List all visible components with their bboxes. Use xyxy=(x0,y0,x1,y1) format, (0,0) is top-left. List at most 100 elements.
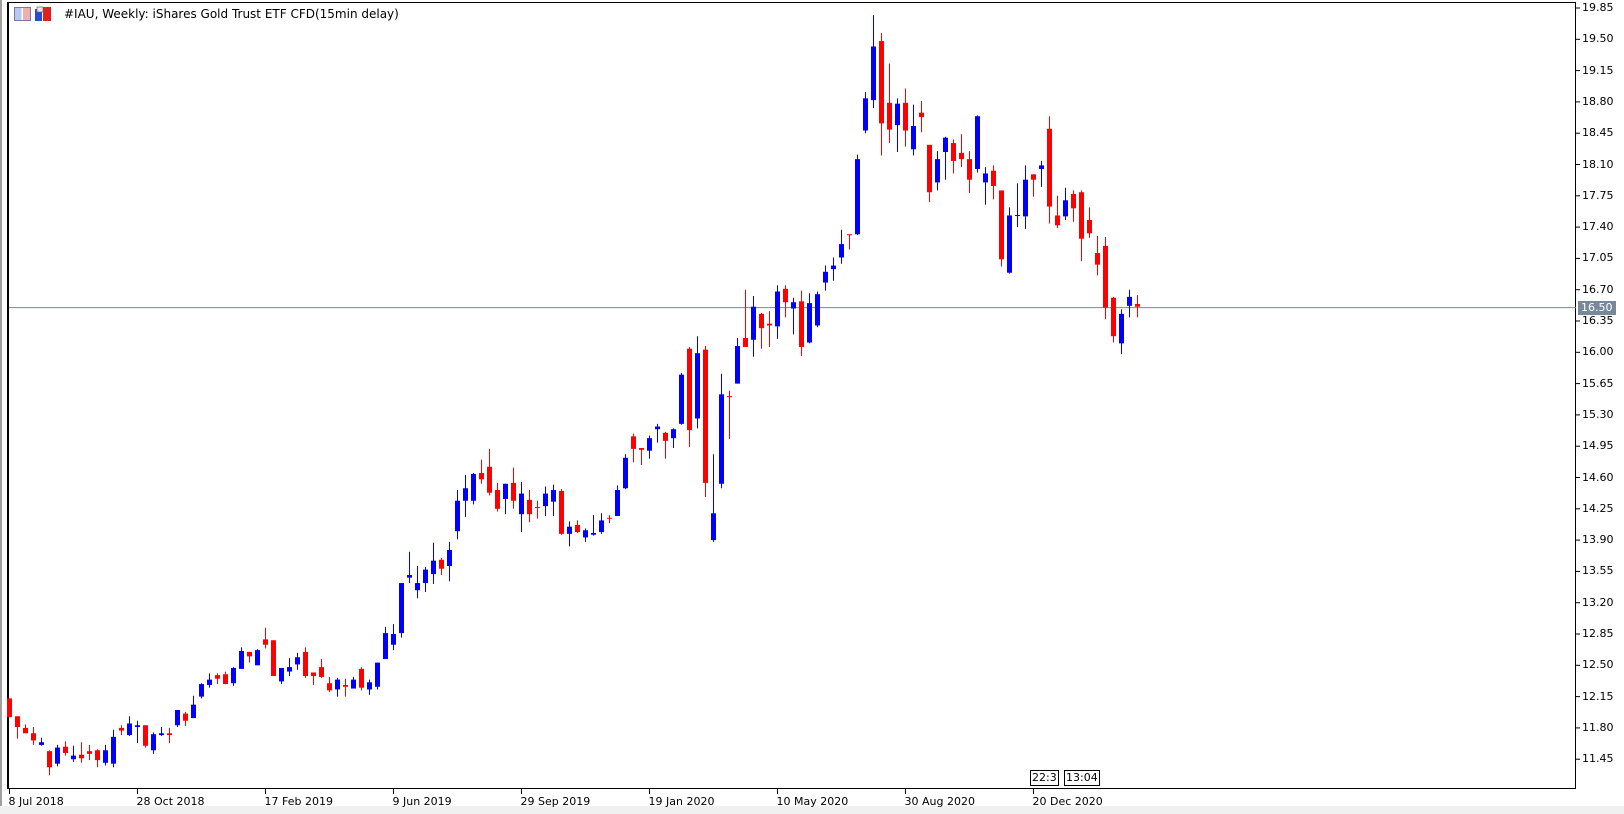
candle-body-up xyxy=(695,353,700,419)
candle-body-up xyxy=(175,710,180,726)
chart-window-icon xyxy=(14,7,31,21)
price-label: 16.00 xyxy=(1582,345,1614,359)
candle-body-down xyxy=(535,507,540,509)
price-label: 14.25 xyxy=(1582,501,1614,515)
candle-body-up xyxy=(1119,313,1124,344)
candle-body-down xyxy=(247,651,252,657)
time-box-start: 22:3 xyxy=(1030,770,1059,786)
candle-body-down xyxy=(967,159,972,180)
candle-body-up xyxy=(647,438,652,451)
candle-body-down xyxy=(1079,192,1084,239)
candle-body-up xyxy=(407,574,412,578)
candle-body-down xyxy=(1095,253,1100,265)
candle-body-up xyxy=(623,457,628,489)
candle-body-down xyxy=(703,349,708,483)
candle-body-down xyxy=(999,190,1004,260)
candle-body-down xyxy=(263,639,268,645)
candle-body-up xyxy=(415,583,420,591)
candle-body-up xyxy=(839,244,844,258)
price-label: 14.95 xyxy=(1582,439,1614,453)
candle-body-up xyxy=(207,679,212,685)
candle-body-down xyxy=(1135,304,1140,307)
candle-body-down xyxy=(991,170,996,186)
candle-body-down xyxy=(663,432,668,441)
candle-body-up xyxy=(911,126,916,150)
chart-title: #IAU, Weekly: iShares Gold Trust ETF CFD… xyxy=(64,7,399,21)
price-label: 17.40 xyxy=(1582,220,1614,234)
candle-body-down xyxy=(63,746,68,753)
candle-body-down xyxy=(783,288,788,303)
price-label: 18.45 xyxy=(1582,126,1614,140)
candle-body-up xyxy=(199,684,204,697)
candle-body-down xyxy=(887,102,892,130)
candle-body-up xyxy=(39,742,44,745)
candle-body-up xyxy=(671,429,676,439)
date-label: 10 May 2020 xyxy=(776,795,849,808)
price-label: 11.45 xyxy=(1582,752,1614,766)
candle-body-down xyxy=(727,396,732,398)
candle-body-down xyxy=(903,102,908,131)
candle-body-up xyxy=(351,679,356,689)
candle-body-up xyxy=(191,704,196,719)
candle-body-up xyxy=(103,750,108,763)
price-label: 19.50 xyxy=(1582,32,1614,46)
candle-body-up xyxy=(655,426,660,430)
candle-body-up xyxy=(735,346,740,384)
candle-body-up xyxy=(367,682,372,690)
candle-body-up xyxy=(583,530,588,538)
candle-body-down xyxy=(1047,128,1052,207)
candle-body-up xyxy=(823,271,828,283)
candle-body-up xyxy=(287,667,292,672)
candle-body-up xyxy=(831,265,836,270)
candle-body-down xyxy=(919,112,924,118)
candle-body-down xyxy=(79,754,84,759)
candle-body-down xyxy=(879,41,884,124)
candle-body-down xyxy=(799,301,804,347)
candle-body-up xyxy=(335,679,340,690)
candle-body-up xyxy=(431,560,436,575)
candle-body-up xyxy=(519,493,524,515)
candle-body-down xyxy=(167,733,172,736)
candle-body-up xyxy=(543,493,548,507)
candle-body-up xyxy=(159,733,164,736)
candle-body-down xyxy=(327,683,332,691)
price-label: 14.60 xyxy=(1582,470,1614,484)
candle-body-up xyxy=(279,667,284,682)
candle-body-down xyxy=(183,713,188,721)
candle-body-down xyxy=(1111,297,1116,337)
candle-body-down xyxy=(687,348,692,431)
candle-body-down xyxy=(527,499,532,515)
price-label: 13.90 xyxy=(1582,533,1614,547)
candle-body-down xyxy=(23,727,28,734)
candle-body-up xyxy=(863,98,868,131)
candle-body-down xyxy=(95,750,100,761)
candle-body-up xyxy=(1063,200,1068,217)
price-label: 17.75 xyxy=(1582,188,1614,202)
candle-body-up xyxy=(871,46,876,101)
current-price-label: 16.50 xyxy=(1578,300,1616,315)
candle-body-up xyxy=(111,736,116,764)
date-label: 19 Jan 2020 xyxy=(648,795,715,808)
price-label: 13.55 xyxy=(1582,564,1614,578)
candle-body-down xyxy=(951,143,956,161)
candle-body-up xyxy=(1007,215,1012,273)
candle-body-down xyxy=(479,473,484,480)
price-label: 17.05 xyxy=(1582,251,1614,265)
candle-body-up xyxy=(719,394,724,484)
price-label: 12.15 xyxy=(1582,689,1614,703)
candle-body-down xyxy=(119,727,124,731)
candle-body-down xyxy=(271,640,276,677)
candle-body-down xyxy=(559,490,564,534)
candle-body-down xyxy=(639,447,644,450)
plot-area[interactable] xyxy=(7,2,1576,789)
price-label: 13.20 xyxy=(1582,595,1614,609)
candle-body-up xyxy=(55,747,60,764)
candle-body-up xyxy=(791,302,796,309)
candle-body-up xyxy=(1015,215,1020,217)
candle-body-up xyxy=(983,173,988,183)
candle-body-up xyxy=(295,657,300,665)
candle-body-up xyxy=(807,303,812,343)
candle-body-up xyxy=(151,734,156,751)
